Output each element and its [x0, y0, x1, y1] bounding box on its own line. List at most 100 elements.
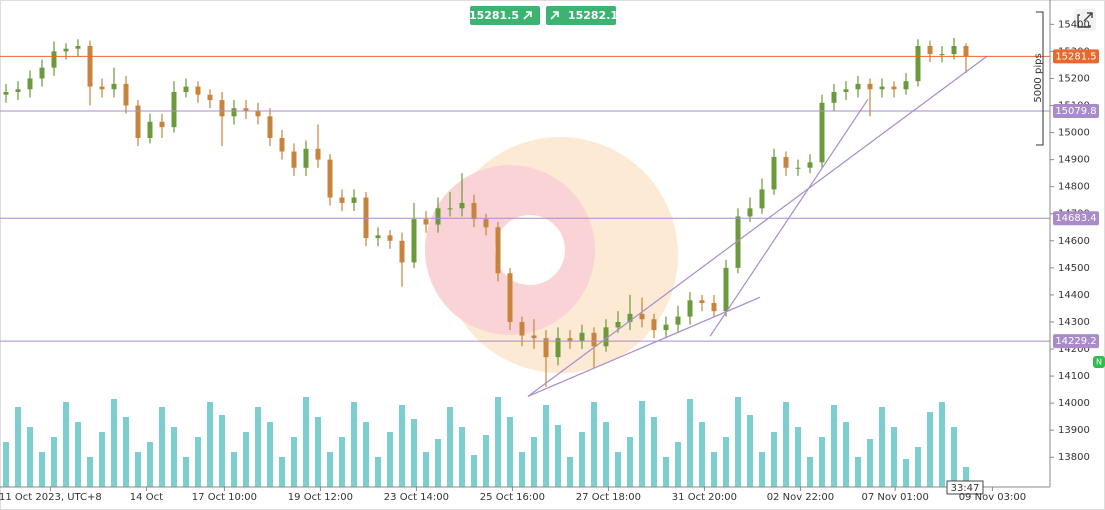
candle-body [303, 148, 309, 168]
volume-bar [423, 452, 429, 487]
candle-body [555, 338, 561, 358]
candle-body [327, 159, 333, 198]
volume-bar [231, 452, 237, 487]
volume-bar [519, 452, 525, 487]
candle-body [951, 45, 957, 55]
candle-body [639, 313, 645, 320]
x-tick-label: 23 Oct 14:00 [384, 492, 449, 503]
y-tick-label: 14200 [1058, 344, 1090, 355]
volume-bar [555, 425, 561, 487]
x-tick-label: 02 Nov 22:00 [767, 492, 834, 503]
candle-body [267, 116, 273, 138]
candle-body [771, 156, 777, 190]
candle-body [735, 216, 741, 268]
y-tick-label: 15400 [1058, 19, 1090, 30]
volume-bar [279, 457, 285, 487]
candle-body [675, 316, 681, 325]
candle-body [699, 300, 705, 304]
candle-body [3, 91, 9, 95]
countdown-box [946, 480, 984, 495]
bid-price: 15281.5 [469, 9, 519, 22]
volume-bar [399, 405, 405, 487]
x-tick-label: 11 Oct 2023, UTC+8 [0, 492, 102, 503]
volume-bar [219, 415, 225, 487]
volume-bar [699, 422, 705, 487]
volume-bar [111, 399, 117, 487]
volume-bar [183, 457, 189, 487]
candle-body [687, 300, 693, 317]
y-tick-label: 14300 [1058, 317, 1090, 328]
price-tag-label: 14683.4 [1055, 213, 1096, 224]
volume-bar [471, 455, 477, 487]
candle-body [411, 219, 417, 263]
expand-button[interactable] [1074, 9, 1096, 31]
candle-body [87, 45, 93, 87]
candle-body [207, 94, 213, 101]
volume-bar [123, 417, 129, 487]
candle-body [315, 148, 321, 160]
candle-body [339, 197, 345, 203]
volume-bar [639, 401, 645, 487]
ask-price: 15282.1 [568, 9, 618, 22]
volume-bar [807, 457, 813, 487]
countdown: 33:47 [951, 483, 980, 494]
volume-bar [915, 447, 921, 487]
volume-bar [615, 452, 621, 487]
x-tick-label: 19 Oct 12:00 [288, 492, 353, 503]
volume-bar [483, 435, 489, 487]
y-tick-label: 14400 [1058, 290, 1090, 301]
candle-body [27, 78, 33, 90]
volume-bar [51, 437, 57, 487]
candle-body [195, 86, 201, 95]
volume-bar [951, 427, 957, 487]
volume-bar [891, 427, 897, 487]
volume-bar [627, 437, 633, 487]
candle-body [663, 324, 669, 331]
candle-body [447, 208, 453, 210]
volume-bar [687, 399, 693, 487]
volume-bar [351, 402, 357, 487]
price-tag [1053, 334, 1099, 349]
candle-body [255, 110, 261, 117]
ask-button[interactable]: 15282.1 [546, 6, 618, 25]
pips-label: 5000 pips [1033, 53, 1044, 102]
candle-body [135, 105, 141, 138]
candle-body [603, 327, 609, 347]
volume-bar [795, 427, 801, 487]
volume-bar [363, 422, 369, 487]
price-tag [1053, 103, 1099, 118]
volume-bar [771, 432, 777, 487]
volume-bar [459, 427, 465, 487]
volume-bar [39, 452, 45, 487]
volume-bar [567, 457, 573, 487]
volume-bar [711, 452, 717, 487]
candle-body [759, 189, 765, 209]
candle-body [915, 45, 921, 82]
candle-body [483, 219, 489, 228]
volume-bar [819, 437, 825, 487]
candle-body [531, 335, 537, 339]
candle-body [567, 338, 573, 341]
candle-body [795, 167, 801, 169]
volume-bar [339, 437, 345, 487]
x-tick-label: 14 Oct [130, 492, 163, 503]
candle-body [351, 197, 357, 203]
y-tick-label: 14900 [1058, 155, 1090, 166]
candle-body [387, 235, 393, 241]
x-tick-label: 31 Oct 20:00 [672, 492, 737, 503]
volume-bar [903, 459, 909, 487]
volume-bar [243, 432, 249, 487]
volume-bar [327, 452, 333, 487]
volume-bar [159, 407, 165, 487]
badge: N [1096, 358, 1102, 367]
candle-body [903, 81, 909, 90]
candle-body [723, 267, 729, 312]
y-tick-label: 14500 [1058, 263, 1090, 274]
candle-body [471, 202, 477, 220]
volume-bar [867, 439, 873, 487]
bid-button[interactable]: 15281.5 [469, 6, 540, 25]
candle-body [867, 83, 873, 90]
volume-bar [783, 402, 789, 487]
candle-body [171, 91, 177, 128]
pips-bracket [1036, 11, 1044, 146]
